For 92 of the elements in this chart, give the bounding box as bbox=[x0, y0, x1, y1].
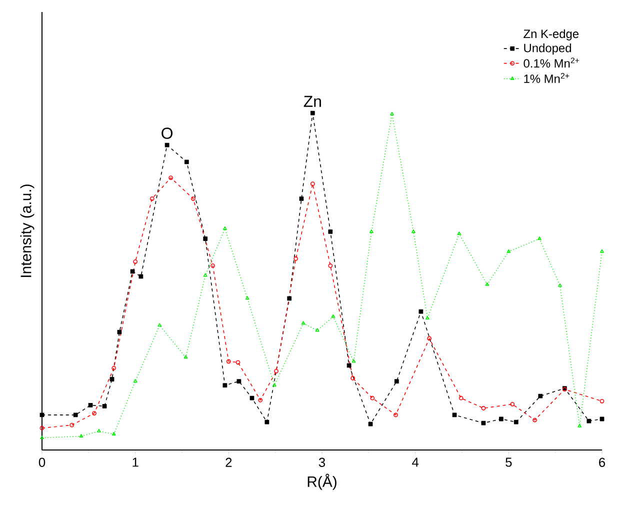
annotation: Zn bbox=[304, 96, 321, 107]
point bbox=[70, 422, 74, 428]
x-tick-label: 4 bbox=[412, 458, 419, 467]
point bbox=[40, 426, 44, 430]
legend-title: Zn K-edge bbox=[524, 29, 579, 40]
point bbox=[274, 368, 278, 374]
x-tick-label: 1 bbox=[132, 458, 138, 467]
point bbox=[40, 436, 44, 440]
point bbox=[222, 226, 227, 230]
point bbox=[457, 232, 462, 235]
point bbox=[418, 309, 424, 314]
x-tick-label: 6 bbox=[599, 458, 606, 467]
point bbox=[110, 377, 114, 382]
point bbox=[245, 296, 250, 300]
point bbox=[586, 418, 592, 424]
point bbox=[499, 416, 504, 422]
point bbox=[203, 273, 208, 277]
point bbox=[164, 142, 170, 148]
point bbox=[426, 316, 430, 320]
point bbox=[250, 396, 254, 400]
point bbox=[301, 321, 306, 325]
point bbox=[558, 283, 562, 287]
point bbox=[328, 264, 333, 268]
point bbox=[287, 296, 292, 301]
point bbox=[481, 406, 486, 410]
point bbox=[331, 314, 336, 318]
annotation: O bbox=[162, 128, 173, 139]
point bbox=[412, 229, 416, 233]
point bbox=[299, 196, 304, 201]
point bbox=[88, 403, 93, 408]
point bbox=[370, 396, 375, 400]
point bbox=[102, 404, 107, 408]
point bbox=[184, 160, 189, 164]
point bbox=[150, 196, 154, 201]
point bbox=[130, 269, 135, 274]
point bbox=[112, 366, 116, 370]
x-tick-label: 2 bbox=[226, 458, 232, 467]
point bbox=[168, 176, 173, 180]
point bbox=[394, 412, 398, 418]
point bbox=[328, 229, 333, 234]
point bbox=[485, 282, 490, 286]
point bbox=[117, 330, 122, 334]
point bbox=[538, 394, 543, 398]
point bbox=[112, 432, 116, 436]
point bbox=[390, 112, 394, 116]
point bbox=[222, 383, 228, 388]
point bbox=[600, 249, 604, 253]
point bbox=[368, 422, 373, 426]
point bbox=[264, 420, 270, 424]
point bbox=[294, 256, 298, 261]
point bbox=[133, 259, 138, 264]
point bbox=[92, 411, 96, 416]
point bbox=[510, 402, 515, 406]
point bbox=[532, 418, 537, 422]
point bbox=[96, 428, 101, 432]
point bbox=[258, 398, 263, 402]
x-tick-label: 0 bbox=[38, 458, 46, 467]
point bbox=[73, 412, 78, 418]
x-tick-label: 3 bbox=[318, 458, 326, 467]
y-axis-title: Intensity (a.u.) bbox=[20, 184, 34, 277]
point bbox=[79, 434, 84, 438]
point bbox=[210, 264, 215, 268]
point bbox=[226, 359, 231, 364]
point bbox=[427, 336, 432, 341]
point bbox=[538, 236, 542, 240]
point bbox=[346, 363, 352, 368]
point bbox=[578, 424, 582, 428]
point bbox=[310, 182, 315, 186]
point bbox=[394, 379, 399, 384]
legend-label: 1% Mn$^{2+}$ bbox=[524, 72, 570, 83]
point bbox=[506, 249, 511, 253]
point bbox=[236, 360, 240, 365]
point bbox=[370, 229, 374, 233]
point bbox=[272, 383, 276, 387]
point bbox=[315, 328, 320, 332]
point bbox=[352, 359, 356, 363]
point bbox=[158, 323, 162, 327]
point bbox=[310, 110, 315, 116]
point bbox=[191, 196, 196, 201]
point bbox=[236, 379, 242, 384]
x-tick-label: 5 bbox=[506, 458, 512, 467]
point bbox=[184, 355, 188, 359]
legend-label: 0.1% Mn$^{2+}$ bbox=[524, 58, 580, 68]
x-axis-title: R(Å) bbox=[308, 474, 336, 490]
point bbox=[600, 398, 604, 404]
point bbox=[203, 236, 208, 241]
point bbox=[133, 379, 138, 383]
legend-label: Undoped bbox=[524, 43, 571, 55]
point bbox=[458, 396, 464, 400]
point bbox=[350, 376, 355, 380]
point bbox=[138, 274, 144, 279]
point bbox=[514, 420, 518, 424]
